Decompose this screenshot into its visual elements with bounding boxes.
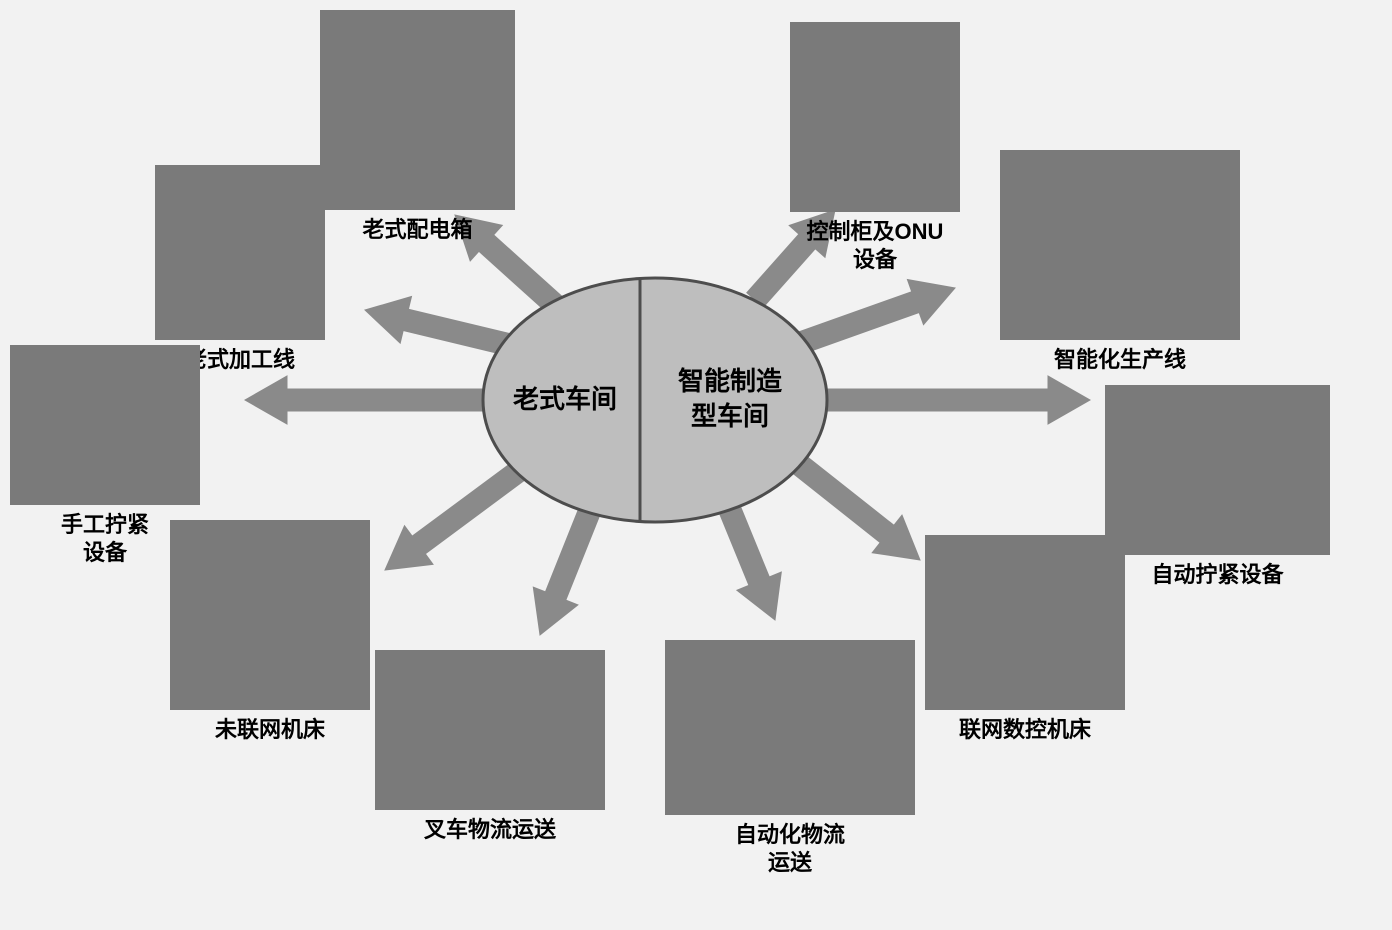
node-label: 联网数控机床 xyxy=(959,716,1091,744)
node-label: 未联网机床 xyxy=(215,716,325,744)
photo-placeholder xyxy=(925,535,1125,710)
ellipse-left-label: 老式车间 xyxy=(495,382,635,417)
node-label: 老式加工线 xyxy=(185,346,295,374)
photo-placeholder xyxy=(10,345,200,505)
node-control-cabinet-onu: 控制柜及ONU 设备 xyxy=(790,22,960,273)
node-label: 老式配电箱 xyxy=(362,216,472,244)
node-label: 自动拧紧设备 xyxy=(1151,561,1283,589)
photo-placeholder xyxy=(155,165,325,340)
ellipse-right-label: 智能制造 型车间 xyxy=(655,364,805,434)
node-label: 自动化物流 运送 xyxy=(735,821,845,876)
node-forklift-logistics: 叉车物流运送 xyxy=(375,650,605,844)
photo-placeholder xyxy=(1105,385,1330,555)
node-offline-machine: 未联网机床 xyxy=(170,520,370,744)
photo-placeholder xyxy=(375,650,605,810)
photo-placeholder xyxy=(1000,150,1240,340)
photo-placeholder xyxy=(790,22,960,212)
photo-placeholder xyxy=(320,10,515,210)
node-label: 手工拧紧 设备 xyxy=(61,511,149,566)
node-label: 控制柜及ONU 设备 xyxy=(807,218,944,273)
diagram-canvas: 老式车间 智能制造 型车间 老式配电箱 老式加工线 手工拧紧 设备 未联网机床 … xyxy=(0,0,1392,930)
node-label: 智能化生产线 xyxy=(1054,346,1186,374)
photo-placeholder xyxy=(665,640,915,815)
node-old-production-line: 老式加工线 xyxy=(155,165,325,374)
node-old-distribution-box: 老式配电箱 xyxy=(320,10,515,244)
photo-placeholder xyxy=(170,520,370,710)
node-label: 叉车物流运送 xyxy=(424,816,556,844)
node-smart-production-line: 智能化生产线 xyxy=(1000,150,1240,374)
node-auto-tightening: 自动拧紧设备 xyxy=(1105,385,1330,589)
node-networked-cnc: 联网数控机床 xyxy=(925,535,1125,744)
node-automated-logistics: 自动化物流 运送 xyxy=(665,640,915,876)
